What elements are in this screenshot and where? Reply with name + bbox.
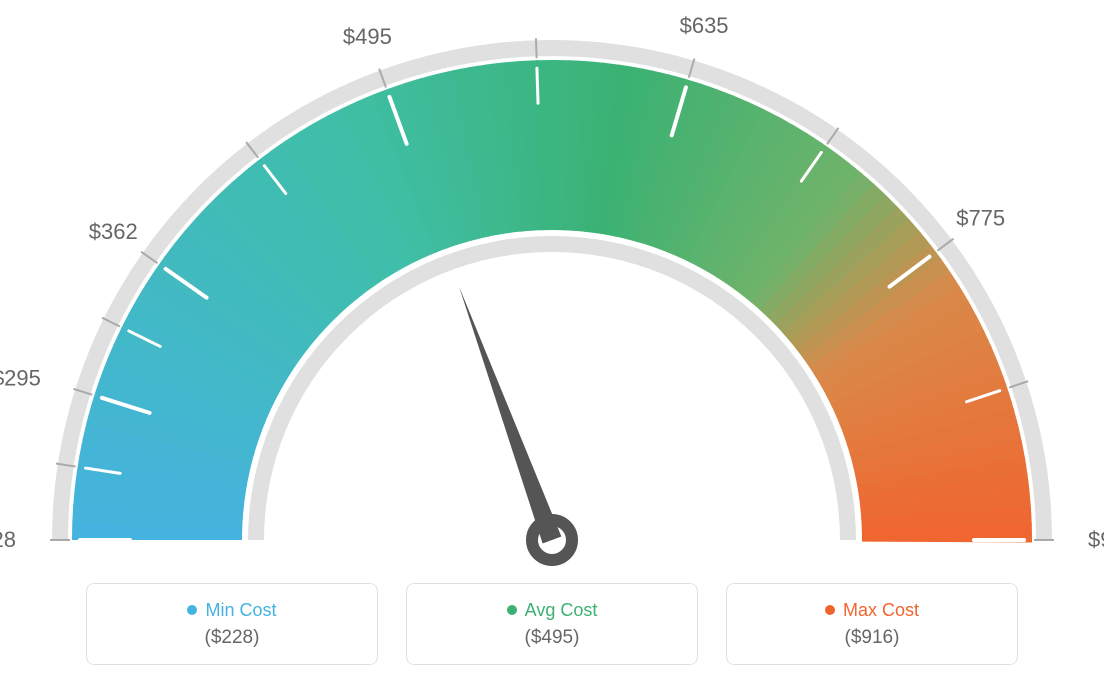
legend-dot-icon xyxy=(507,605,517,615)
gauge-tick-label: $635 xyxy=(680,13,729,38)
legend-dot-icon xyxy=(825,605,835,615)
legend-dot-icon xyxy=(187,605,197,615)
cost-gauge-chart: $228 $295 $362 $495 $635 $775 $916 Min Cost ($2… xyxy=(0,0,1104,690)
gauge-tick-label: $775 xyxy=(956,205,1005,230)
legend-row: Min Cost ($228) Avg Cost ($495) Max Cost ($91… xyxy=(0,583,1104,665)
gauge-area: $228 $295 $362 $495 $635 $775 $916 xyxy=(0,0,1104,560)
legend-card: Max Cost ($916) xyxy=(726,583,1018,665)
gauge-tick-label: $916 xyxy=(1088,527,1104,552)
gauge-tick-label: $295 xyxy=(0,366,41,391)
gauge-tick-label: $228 xyxy=(0,527,16,552)
gauge-needle xyxy=(459,287,572,560)
legend-value: ($228) xyxy=(205,627,260,649)
legend-card: Min Cost ($228) xyxy=(86,583,378,665)
gauge-svg: $228 $295 $362 $495 $635 $775 $916 xyxy=(0,0,1104,580)
legend-card: Avg Cost ($495) xyxy=(406,583,698,665)
legend-label: Max Cost xyxy=(843,600,919,621)
gauge-tick-label: $495 xyxy=(343,24,392,49)
legend-label-row: Max Cost xyxy=(825,600,919,621)
gauge-tick-label: $362 xyxy=(89,219,138,244)
legend-label: Min Cost xyxy=(205,600,276,621)
legend-label: Avg Cost xyxy=(525,600,598,621)
gauge-colored-arc xyxy=(72,60,1032,543)
legend-value: ($495) xyxy=(525,627,580,649)
legend-label-row: Avg Cost xyxy=(507,600,598,621)
legend-label-row: Min Cost xyxy=(187,600,276,621)
legend-value: ($916) xyxy=(845,627,900,649)
